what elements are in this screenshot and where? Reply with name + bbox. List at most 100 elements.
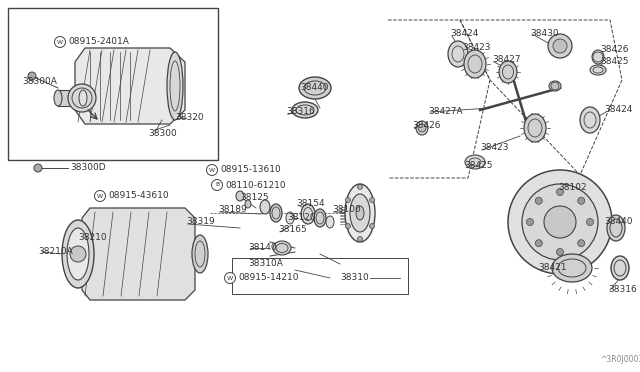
Ellipse shape bbox=[236, 191, 244, 201]
Circle shape bbox=[586, 218, 593, 225]
Text: W: W bbox=[57, 39, 63, 45]
Text: 08915-2401A: 08915-2401A bbox=[68, 38, 129, 46]
Text: 38440: 38440 bbox=[300, 83, 328, 93]
Ellipse shape bbox=[54, 90, 62, 106]
Text: 38319: 38319 bbox=[186, 218, 215, 227]
Ellipse shape bbox=[192, 235, 208, 273]
Text: 38140: 38140 bbox=[248, 243, 276, 251]
Circle shape bbox=[358, 185, 362, 189]
Text: 08915-13610: 08915-13610 bbox=[220, 166, 281, 174]
Ellipse shape bbox=[356, 206, 364, 220]
Circle shape bbox=[34, 164, 42, 172]
Text: 38426: 38426 bbox=[412, 122, 440, 131]
Text: W: W bbox=[209, 167, 215, 173]
Circle shape bbox=[28, 72, 36, 80]
Ellipse shape bbox=[549, 81, 561, 91]
Circle shape bbox=[551, 82, 559, 90]
Text: 08915-43610: 08915-43610 bbox=[108, 192, 168, 201]
Circle shape bbox=[54, 36, 65, 48]
Ellipse shape bbox=[314, 209, 326, 227]
Text: 38425: 38425 bbox=[600, 58, 628, 67]
Text: 38300A: 38300A bbox=[22, 77, 57, 87]
Text: 38310: 38310 bbox=[340, 273, 369, 282]
Ellipse shape bbox=[301, 204, 315, 224]
Ellipse shape bbox=[79, 90, 87, 106]
Ellipse shape bbox=[524, 114, 546, 142]
Text: 38424: 38424 bbox=[450, 29, 478, 38]
Ellipse shape bbox=[68, 84, 96, 112]
Circle shape bbox=[418, 124, 426, 132]
Text: 38423: 38423 bbox=[462, 44, 490, 52]
Circle shape bbox=[95, 190, 106, 202]
Ellipse shape bbox=[260, 200, 270, 214]
Text: 38300: 38300 bbox=[148, 129, 177, 138]
Text: 38100: 38100 bbox=[332, 205, 361, 215]
Ellipse shape bbox=[607, 215, 625, 241]
Text: ^3R0J0003: ^3R0J0003 bbox=[600, 356, 640, 365]
Text: 38154: 38154 bbox=[296, 199, 324, 208]
Circle shape bbox=[522, 184, 598, 260]
Circle shape bbox=[527, 218, 534, 225]
Circle shape bbox=[557, 189, 563, 196]
Text: 38427A: 38427A bbox=[428, 108, 463, 116]
Ellipse shape bbox=[273, 241, 291, 255]
Ellipse shape bbox=[326, 216, 334, 228]
Circle shape bbox=[548, 34, 572, 58]
Text: 38316: 38316 bbox=[286, 108, 315, 116]
Bar bbox=[8, 8, 218, 160]
Text: B: B bbox=[215, 183, 219, 187]
Circle shape bbox=[225, 273, 236, 283]
Ellipse shape bbox=[552, 254, 592, 282]
Circle shape bbox=[370, 224, 374, 228]
Ellipse shape bbox=[345, 184, 375, 242]
Text: 08915-14210: 08915-14210 bbox=[238, 273, 298, 282]
Circle shape bbox=[578, 240, 585, 247]
Circle shape bbox=[553, 39, 567, 53]
Ellipse shape bbox=[611, 256, 629, 280]
Ellipse shape bbox=[592, 50, 604, 64]
Ellipse shape bbox=[590, 65, 606, 75]
Circle shape bbox=[578, 197, 585, 204]
Text: 38427: 38427 bbox=[492, 55, 520, 64]
Circle shape bbox=[370, 198, 374, 202]
Circle shape bbox=[70, 246, 86, 262]
Circle shape bbox=[358, 237, 362, 241]
Text: 38426: 38426 bbox=[600, 45, 628, 55]
Ellipse shape bbox=[350, 194, 370, 232]
Text: 38189: 38189 bbox=[218, 205, 247, 215]
Ellipse shape bbox=[167, 52, 183, 120]
Ellipse shape bbox=[270, 204, 282, 222]
Text: 38423: 38423 bbox=[480, 144, 509, 153]
Text: 38120: 38120 bbox=[287, 212, 316, 221]
Text: 38210: 38210 bbox=[78, 234, 107, 243]
Circle shape bbox=[211, 180, 223, 190]
Polygon shape bbox=[82, 208, 195, 300]
Text: 38320: 38320 bbox=[175, 113, 204, 122]
Text: 38210A: 38210A bbox=[38, 247, 73, 257]
Ellipse shape bbox=[292, 102, 318, 118]
Text: 38421: 38421 bbox=[538, 263, 566, 273]
Circle shape bbox=[535, 197, 542, 204]
Text: 38165: 38165 bbox=[278, 225, 307, 234]
Circle shape bbox=[544, 206, 576, 238]
Circle shape bbox=[557, 248, 563, 256]
Bar bbox=[58, 90, 83, 106]
Circle shape bbox=[508, 170, 612, 274]
Circle shape bbox=[207, 164, 218, 176]
Text: 38316: 38316 bbox=[608, 285, 637, 295]
Text: 38424: 38424 bbox=[604, 106, 632, 115]
Ellipse shape bbox=[499, 61, 517, 83]
Bar bbox=[232, 258, 408, 294]
Text: 38125: 38125 bbox=[240, 193, 269, 202]
Ellipse shape bbox=[448, 41, 468, 67]
Circle shape bbox=[346, 224, 350, 228]
Ellipse shape bbox=[580, 107, 600, 133]
Text: 38425: 38425 bbox=[464, 161, 493, 170]
Ellipse shape bbox=[416, 121, 428, 135]
Circle shape bbox=[346, 198, 350, 202]
Text: W: W bbox=[97, 193, 103, 199]
Text: 38430: 38430 bbox=[530, 29, 559, 38]
Text: 08110-61210: 08110-61210 bbox=[225, 180, 285, 189]
Text: 38310A: 38310A bbox=[248, 260, 283, 269]
Ellipse shape bbox=[464, 50, 486, 78]
